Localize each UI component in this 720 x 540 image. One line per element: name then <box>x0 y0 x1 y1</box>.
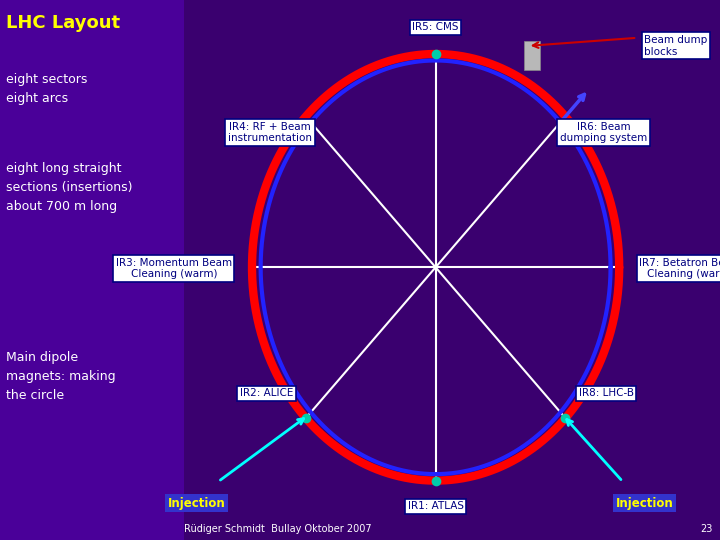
Text: IR4: RF + Beam
instrumentation: IR4: RF + Beam instrumentation <box>228 122 312 143</box>
Text: 23: 23 <box>701 523 713 534</box>
Text: IR8: LHC-B: IR8: LHC-B <box>579 388 634 398</box>
Text: IR7: Betatron Beam
Cleaning (warm): IR7: Betatron Beam Cleaning (warm) <box>639 258 720 279</box>
Text: eight long straight
sections (insertions)
about 700 m long: eight long straight sections (insertions… <box>6 162 132 213</box>
Text: LHC Layout: LHC Layout <box>6 14 120 31</box>
Text: Beam dump
blocks: Beam dump blocks <box>644 35 708 57</box>
Text: Injection: Injection <box>168 497 225 510</box>
FancyBboxPatch shape <box>0 0 184 540</box>
FancyBboxPatch shape <box>524 40 540 70</box>
Text: Rüdiger Schmidt  Bullay Oktober 2007: Rüdiger Schmidt Bullay Oktober 2007 <box>184 523 372 534</box>
Text: Main dipole
magnets: making
the circle: Main dipole magnets: making the circle <box>6 351 115 402</box>
Text: IR6: Beam
dumping system: IR6: Beam dumping system <box>559 122 647 143</box>
Text: IR2: ALICE: IR2: ALICE <box>240 388 293 398</box>
Text: IR5: CMS: IR5: CMS <box>413 22 459 32</box>
Text: eight sectors
eight arcs: eight sectors eight arcs <box>6 73 87 105</box>
Text: IR1: ATLAS: IR1: ATLAS <box>408 501 464 511</box>
Text: IR3: Momentum Beam
Cleaning (warm): IR3: Momentum Beam Cleaning (warm) <box>116 258 232 279</box>
Text: Injection: Injection <box>616 497 673 510</box>
